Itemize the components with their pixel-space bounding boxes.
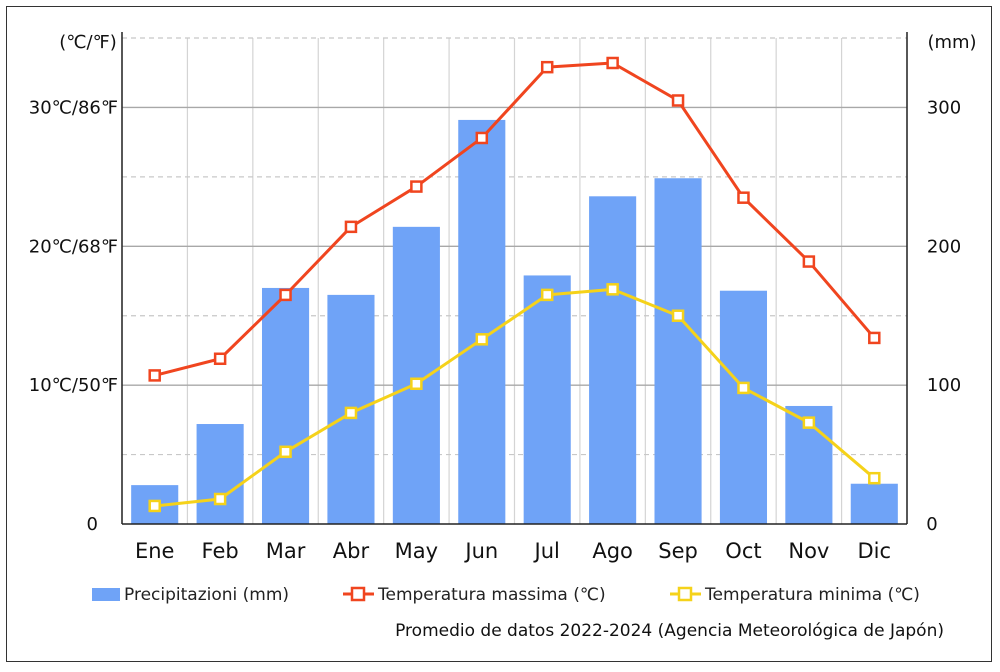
max-temp-point-feb [213, 352, 227, 366]
month-label: Ene [135, 539, 175, 563]
min-temp-point-nov [802, 416, 816, 429]
month-label: Abr [333, 539, 370, 563]
min-temp-point-ene [148, 499, 161, 513]
month-label: Feb [202, 539, 239, 563]
temperature-lines [148, 56, 881, 513]
right-axis-unit-label: (mm) [927, 32, 976, 53]
min-temp-point-may [410, 377, 423, 391]
source-note: Promedio de datos 2022-2024 (Agencia Met… [395, 621, 944, 641]
month-label: Dic [858, 539, 892, 563]
min-temp-point-ago [606, 283, 619, 296]
min-temp-point-sep [671, 309, 685, 322]
min-temp-point-oct [737, 381, 750, 395]
left-tick-label: 10℃/50℉ [29, 375, 118, 396]
precip-bar-sep [654, 178, 702, 524]
axes [121, 32, 908, 525]
left-axis-ticks: 0 10℃/50℉ 20℃/68℉ 30℃/86℉ [29, 97, 118, 535]
legend: Precipitazioni (mm) Temperatura massima … [92, 585, 920, 605]
legend-precipitation-swatch [92, 588, 120, 601]
precipitation-bars [131, 119, 898, 525]
left-tick-label: 30℃/86℉ [29, 97, 118, 118]
legend-max-temp-label: Temperatura massima (℃) [377, 585, 606, 605]
precip-bar-jul [523, 275, 571, 524]
precip-bar-ago [589, 196, 637, 524]
right-tick-label: 0 [926, 514, 937, 535]
min-temp-line [154, 287, 876, 508]
precip-bar-dic [850, 483, 898, 524]
max-temp-point-sep [671, 94, 685, 107]
legend-precipitation-label: Precipitazioni (mm) [124, 585, 289, 605]
month-label: Ago [592, 539, 633, 563]
max-temp-point-nov [802, 255, 816, 268]
month-label: Jul [533, 539, 560, 563]
max-temp-point-ene [148, 369, 161, 382]
min-temp-point-mar [279, 445, 292, 459]
max-temp-point-mar [279, 288, 292, 302]
min-temp-point-jul [540, 288, 554, 302]
legend-min-temp-label: Temperatura minima (℃) [704, 585, 920, 605]
left-axis-unit-label: (℃/℉) [59, 32, 116, 53]
left-tick-label: 20℃/68℉ [29, 236, 118, 257]
precip-bar-mar [261, 287, 310, 524]
right-axis-ticks: 0 100 200 300 [926, 97, 961, 535]
month-label: Mar [266, 539, 306, 563]
month-label: Oct [725, 539, 761, 563]
max-temp-point-may [410, 180, 423, 193]
max-temp-point-jul [540, 60, 554, 74]
legend-min-temp-marker [677, 586, 693, 602]
precip-bar-oct [719, 290, 768, 524]
precip-bar-may [392, 226, 440, 525]
max-temp-point-dic [868, 331, 881, 345]
min-temp-point-dic [868, 471, 881, 485]
left-tick-label: 0 [87, 514, 98, 535]
min-temp-point-jun [475, 333, 489, 346]
month-labels: Ene Feb Mar Abr May Jun Jul Ago Sep Oct Nov Dic [135, 539, 891, 563]
min-temp-point-abr [344, 406, 358, 420]
max-temp-point-oct [737, 191, 750, 204]
max-temp-point-jun [475, 131, 489, 145]
month-label: May [395, 539, 438, 563]
right-tick-label: 200 [927, 236, 961, 257]
legend-max-temp-marker [350, 586, 366, 602]
max-temp-point-ago [606, 56, 619, 70]
right-tick-label: 300 [927, 97, 961, 118]
max-temp-point-abr [344, 220, 358, 234]
precip-bar-feb [196, 424, 244, 524]
max-temp-line [154, 61, 876, 377]
right-tick-label: 100 [927, 375, 961, 396]
precip-bar-jun [458, 119, 506, 524]
month-label: Jun [463, 539, 498, 563]
month-label: Sep [658, 539, 698, 563]
month-label: Nov [788, 539, 829, 563]
min-temp-point-feb [213, 492, 227, 506]
